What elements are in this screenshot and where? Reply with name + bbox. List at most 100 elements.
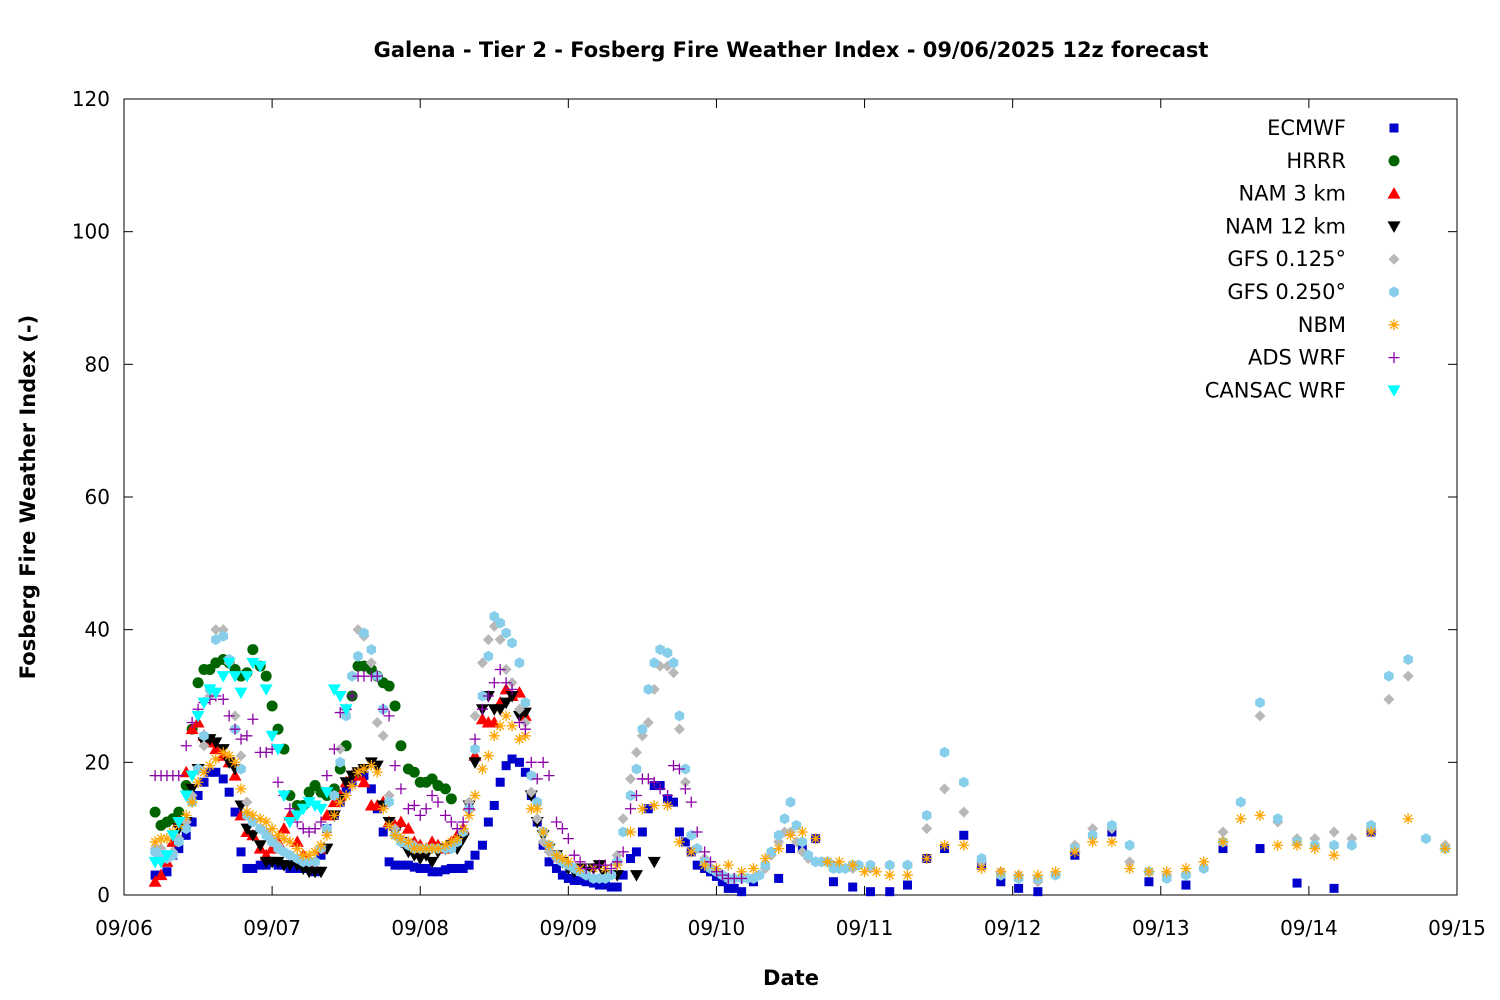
data-point <box>774 873 784 883</box>
data-point <box>371 717 383 729</box>
data-point <box>421 863 431 873</box>
data-point <box>218 630 228 642</box>
data-point <box>865 887 875 897</box>
data-point <box>618 870 628 880</box>
data-point <box>482 690 494 702</box>
data-point <box>488 677 500 689</box>
data-point <box>489 800 499 810</box>
data-point <box>642 773 654 785</box>
data-point <box>320 808 334 821</box>
data-point <box>514 657 525 669</box>
data-point <box>520 697 531 709</box>
data-point <box>445 793 457 805</box>
data-point <box>420 843 432 855</box>
data-point <box>500 677 512 689</box>
data-point <box>414 843 426 855</box>
data-point <box>322 823 332 835</box>
data-point <box>389 829 401 841</box>
y-tick-label: 20 <box>85 750 110 774</box>
data-point <box>218 774 228 784</box>
data-point <box>885 859 895 871</box>
data-point <box>562 856 574 868</box>
data-point <box>229 710 241 722</box>
data-point <box>618 826 628 838</box>
data-point <box>785 829 796 841</box>
data-point <box>377 803 389 815</box>
data-point <box>525 756 537 768</box>
data-point <box>654 783 666 795</box>
data-point <box>186 796 198 808</box>
data-point <box>339 704 353 716</box>
data-point <box>266 823 278 835</box>
data-point <box>1291 839 1303 851</box>
data-point <box>210 753 222 765</box>
data-point <box>296 803 310 816</box>
data-point <box>277 822 291 834</box>
data-point <box>174 844 184 854</box>
data-point <box>605 862 617 874</box>
data-point <box>543 770 555 782</box>
x-tick-label: 09/15 <box>1428 916 1486 940</box>
data-point <box>847 859 859 871</box>
data-point <box>1033 887 1043 897</box>
data-point <box>723 883 733 893</box>
data-point <box>339 777 353 789</box>
data-point <box>1143 866 1155 878</box>
data-point <box>513 733 525 745</box>
data-point <box>433 867 443 877</box>
data-point <box>525 803 537 815</box>
data-point <box>606 882 616 892</box>
data-point <box>271 744 285 756</box>
data-point <box>476 657 488 669</box>
data-point <box>1181 869 1191 881</box>
data-point <box>859 866 871 878</box>
data-point <box>389 760 401 772</box>
data-point <box>260 816 272 828</box>
data-point <box>976 853 987 864</box>
data-point <box>673 763 685 775</box>
data-point <box>463 803 475 815</box>
data-point <box>463 809 475 821</box>
data-point <box>217 746 229 758</box>
y-axis-label: Fosberg Fire Weather Index (-) <box>16 315 40 679</box>
data-point <box>495 617 505 629</box>
data-point <box>1328 826 1340 838</box>
data-point <box>197 697 211 710</box>
data-point <box>493 704 507 716</box>
data-point <box>569 875 579 885</box>
y-tick-label: 0 <box>97 883 110 907</box>
data-point <box>760 859 771 871</box>
legend-label: NBM <box>1298 313 1346 337</box>
data-point <box>285 849 295 861</box>
data-point <box>148 875 162 887</box>
x-axis: 09/06 09/07 09/08 09/09 09/10 09/11 09/12 09/13… <box>95 99 1486 940</box>
data-point <box>500 663 512 675</box>
data-point <box>247 713 259 725</box>
data-point <box>477 840 487 850</box>
data-point <box>550 816 562 828</box>
legend-label: NAM 12 km <box>1225 214 1346 238</box>
data-point <box>259 684 273 696</box>
data-point <box>939 783 951 795</box>
data-point <box>476 763 488 775</box>
data-point <box>407 850 421 862</box>
data-point <box>513 717 525 729</box>
data-point <box>365 760 377 772</box>
data-point <box>358 763 370 775</box>
data-point <box>308 800 322 812</box>
data-point <box>958 806 970 818</box>
data-point <box>327 684 341 696</box>
data-point <box>551 863 561 873</box>
data-point <box>408 766 420 778</box>
data-point <box>637 723 648 735</box>
data-point <box>402 836 414 848</box>
data-point <box>921 823 933 835</box>
legend-marker <box>1389 123 1399 133</box>
data-point <box>699 859 711 871</box>
data-point <box>154 856 168 869</box>
data-point <box>446 863 456 873</box>
data-point <box>556 853 568 865</box>
data-point <box>1309 843 1321 855</box>
data-point <box>333 691 347 703</box>
data-point <box>649 657 659 669</box>
